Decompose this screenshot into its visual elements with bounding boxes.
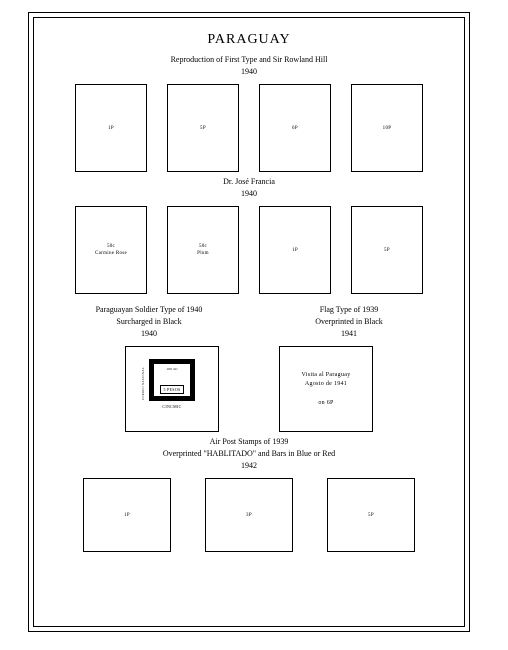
stamp-box: 1P — [259, 206, 331, 294]
section3b-year: 1941 — [279, 328, 419, 340]
overprint-text1: Visita al Paraguay — [301, 371, 350, 380]
stamp-value: 10P — [383, 125, 392, 132]
overprint-text3: on 6P — [318, 399, 333, 408]
section1-heading: Reproduction of First Type and Sir Rowla… — [52, 54, 446, 78]
section3b-title: Flag Type of 1939 — [320, 305, 379, 314]
section3b-heading: Flag Type of 1939 Overprinted in Black 1… — [279, 304, 419, 340]
ill-side-text: CORREO NACIONAL — [140, 367, 147, 400]
page-outer-border: PARAGUAY Reproduction of First Type and … — [28, 12, 470, 632]
section4-year: 1942 — [52, 460, 446, 472]
section3a-year: 1940 — [79, 328, 219, 340]
section1-year: 1940 — [52, 66, 446, 78]
page-inner-border: PARAGUAY Reproduction of First Type and … — [33, 17, 465, 627]
section4-sub: Overprinted "HABLITADO" and Bars in Blue… — [163, 449, 335, 458]
stamp-color: Plum — [197, 250, 209, 257]
section3a-sub: Surcharged in Black — [116, 317, 181, 326]
stamp-box: 5P — [351, 206, 423, 294]
section2-row: 50c Carmine Rose 50c Plum 1P 5P — [52, 206, 446, 294]
stamp-value: 5P — [368, 512, 374, 519]
stamp-value: 1P — [292, 247, 298, 254]
stamp-box: 10P — [351, 84, 423, 172]
stamp-box: 1P — [83, 478, 171, 552]
stamp-box: 1P — [75, 84, 147, 172]
section3a-title: Paraguayan Soldier Type of 1940 — [96, 305, 203, 314]
stamp-box: 6P — [259, 84, 331, 172]
stamp-value: 1P — [124, 512, 130, 519]
stamp-illustration: CORREO NACIONAL 100 ml 5 PESOS CINCMIC — [142, 357, 202, 421]
stamp-box: 5P — [327, 478, 415, 552]
stamp-value: 5P — [384, 247, 390, 254]
overprint-text2: Agosto de 1941 — [305, 380, 347, 389]
section2-year: 1940 — [52, 188, 446, 200]
stamp-color: Carmine Rose — [95, 250, 127, 257]
ill-bottom-label: CINCMIC — [162, 403, 181, 410]
stamp-value: 1P — [108, 125, 114, 132]
stamp-value: 50c — [199, 243, 207, 250]
section4-row: 1P 3P 5P — [52, 478, 446, 552]
ill-frame: 100 ml 5 PESOS — [149, 359, 195, 401]
stamp-value: 3P — [246, 512, 252, 519]
country-title: PARAGUAY — [52, 32, 446, 48]
section3b-sub: Overprinted in Black — [315, 317, 383, 326]
ill-top-label: 100 ml — [166, 366, 178, 373]
section1-title: Reproduction of First Type and Sir Rowla… — [171, 55, 328, 64]
section4-title: Air Post Stamps of 1939 — [210, 437, 289, 446]
section3-headings: Paraguayan Soldier Type of 1940 Surcharg… — [52, 300, 446, 346]
section2-heading: Dr. José Francia 1940 — [52, 176, 446, 200]
section4-heading: Air Post Stamps of 1939 Overprinted "HAB… — [52, 436, 446, 472]
stamp-box: 5P — [167, 84, 239, 172]
overprint-stamp-box: Visita al Paraguay Agosto de 1941 on 6P — [279, 346, 373, 432]
stamp-value: 6P — [292, 125, 298, 132]
stamp-value: 50c — [107, 243, 115, 250]
surcharged-stamp-box: CORREO NACIONAL 100 ml 5 PESOS CINCMIC — [125, 346, 219, 432]
stamp-box: 50c Carmine Rose — [75, 206, 147, 294]
section2-title: Dr. José Francia — [223, 177, 275, 186]
section3a-heading: Paraguayan Soldier Type of 1940 Surcharg… — [79, 304, 219, 340]
section3-row: CORREO NACIONAL 100 ml 5 PESOS CINCMIC V… — [52, 346, 446, 432]
ill-price: 5 PESOS — [160, 385, 183, 394]
stamp-box: 3P — [205, 478, 293, 552]
stamp-box: 50c Plum — [167, 206, 239, 294]
section1-row: 1P 5P 6P 10P — [52, 84, 446, 172]
stamp-value: 5P — [200, 125, 206, 132]
